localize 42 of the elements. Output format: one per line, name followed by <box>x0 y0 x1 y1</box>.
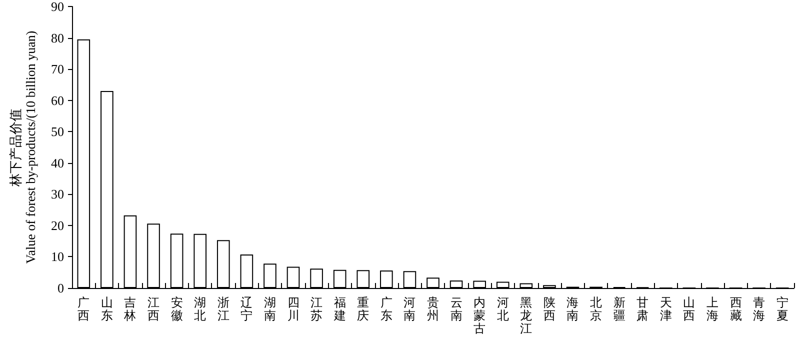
x-tick-label: 上海 <box>706 296 718 322</box>
x-tick-label: 西藏 <box>730 296 742 322</box>
x-tick-label: 山西 <box>683 296 696 322</box>
y-tick-label: 0 <box>58 280 64 296</box>
y-tick-label: 80 <box>51 30 64 46</box>
x-tick-label: 云南 <box>450 296 462 322</box>
x-tick-label: 四川 <box>287 296 300 322</box>
y-tick-label: 70 <box>51 62 64 77</box>
y-tick-label: 50 <box>51 124 64 140</box>
y-tick-label: 10 <box>51 249 64 264</box>
x-tick-label: 河北 <box>496 296 509 322</box>
x-tick-label: 宁夏 <box>776 296 788 322</box>
x-tick-label: 辽宁 <box>240 296 253 322</box>
x-tick-label: 河南 <box>404 296 416 322</box>
x-tick-label: 安徽 <box>170 296 183 322</box>
y-tick-label: 30 <box>51 186 64 202</box>
x-tick-label: 浙江 <box>217 296 230 322</box>
x-tick-label: 新疆 <box>613 296 626 322</box>
x-tick-label: 贵州 <box>427 296 439 322</box>
x-tick-label: 湖南 <box>264 296 276 322</box>
x-tick-label: 海南 <box>566 296 579 322</box>
y-tick-label: 90 <box>51 0 64 14</box>
x-tick-label: 重庆 <box>357 296 370 322</box>
y-tick-label: 40 <box>51 155 64 170</box>
x-tick-label: 山东 <box>100 296 113 322</box>
x-tick-label: 北京 <box>590 296 602 322</box>
x-tick-label: 广东 <box>380 296 392 322</box>
x-tick-label: 江苏 <box>310 296 323 322</box>
x-tick-label: 青海 <box>753 296 766 322</box>
x-tick-label: 湖北 <box>194 296 206 322</box>
x-tick-label: 甘肃 <box>636 296 649 322</box>
x-tick-label: 福建 <box>332 296 346 322</box>
y-tick-label: 20 <box>51 218 64 233</box>
x-tick-label: 广西 <box>78 296 90 322</box>
x-tick-label: 江西 <box>148 296 160 322</box>
y-tick-label: 60 <box>51 92 64 108</box>
x-tick-label: 吉林 <box>123 296 136 322</box>
x-tick-label: 内蒙古 <box>474 296 486 336</box>
y-axis-title: 林下产品价值 Value of forest by-products/(10 billion yuan) <box>8 30 38 264</box>
x-tick-label: 黑龙江 <box>520 296 532 336</box>
x-tick-label: 天津 <box>660 296 672 322</box>
x-tick-label: 陕西 <box>543 296 556 322</box>
